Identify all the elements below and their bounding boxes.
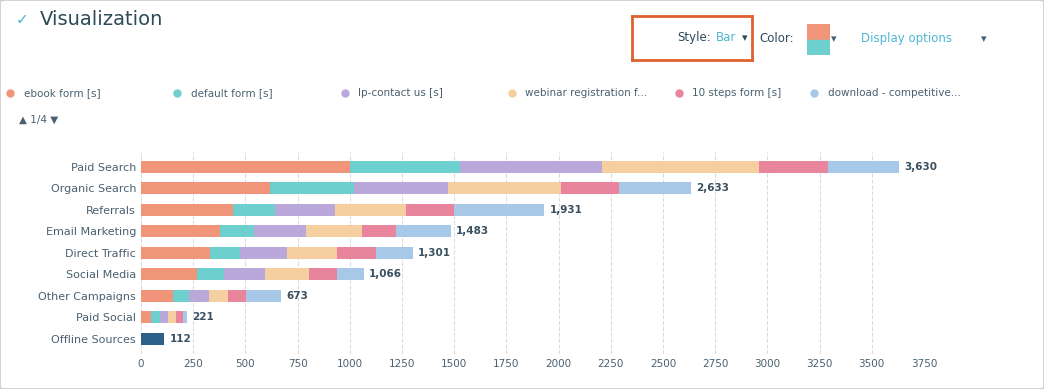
- Bar: [141, 161, 350, 173]
- Bar: [335, 204, 406, 216]
- Text: ▾: ▾: [742, 33, 748, 43]
- Bar: [602, 161, 759, 173]
- Bar: [337, 247, 376, 259]
- Bar: [254, 226, 306, 237]
- Bar: [619, 182, 691, 194]
- Bar: [406, 204, 454, 216]
- Text: 673: 673: [287, 291, 309, 301]
- Bar: [209, 290, 228, 302]
- Bar: [160, 312, 168, 323]
- Bar: [141, 312, 151, 323]
- Bar: [306, 226, 362, 237]
- Bar: [362, 226, 396, 237]
- Bar: [141, 226, 220, 237]
- Text: ▲ 1/4 ▼: ▲ 1/4 ▼: [19, 115, 58, 125]
- Bar: [807, 40, 830, 55]
- Bar: [141, 268, 197, 280]
- Text: 112: 112: [169, 334, 191, 344]
- Text: 3,630: 3,630: [904, 162, 938, 172]
- Bar: [141, 182, 270, 194]
- Bar: [350, 161, 460, 173]
- Bar: [275, 204, 335, 216]
- Text: 1,066: 1,066: [369, 269, 402, 279]
- Text: 2,633: 2,633: [696, 183, 729, 193]
- Text: ✓: ✓: [16, 12, 28, 27]
- Bar: [183, 312, 187, 323]
- Bar: [460, 161, 602, 173]
- Bar: [141, 204, 233, 216]
- Bar: [176, 312, 183, 323]
- Bar: [141, 247, 210, 259]
- Bar: [807, 24, 830, 40]
- Bar: [287, 247, 337, 259]
- Text: default form [s]: default form [s]: [191, 88, 272, 98]
- Bar: [228, 290, 246, 302]
- Text: 1,301: 1,301: [418, 248, 451, 258]
- Text: ebook form [s]: ebook form [s]: [24, 88, 100, 98]
- Bar: [240, 247, 287, 259]
- Bar: [309, 268, 337, 280]
- Text: 1,931: 1,931: [549, 205, 583, 215]
- Text: ▾: ▾: [831, 34, 836, 44]
- Bar: [454, 204, 544, 216]
- Bar: [376, 247, 412, 259]
- Text: webinar registration f...: webinar registration f...: [525, 88, 647, 98]
- Bar: [141, 290, 173, 302]
- Bar: [448, 182, 561, 194]
- Bar: [197, 268, 224, 280]
- Bar: [151, 312, 160, 323]
- Text: Visualization: Visualization: [40, 10, 163, 29]
- Bar: [246, 290, 282, 302]
- Bar: [210, 247, 240, 259]
- Text: ▾: ▾: [981, 34, 987, 44]
- Bar: [189, 290, 209, 302]
- Text: Bar: Bar: [715, 32, 736, 44]
- Bar: [233, 204, 275, 216]
- Text: 1,483: 1,483: [456, 226, 489, 237]
- Bar: [354, 182, 448, 194]
- Text: lp-contact us [s]: lp-contact us [s]: [358, 88, 443, 98]
- Text: Color:: Color:: [759, 32, 793, 46]
- Text: 10 steps form [s]: 10 steps form [s]: [692, 88, 781, 98]
- Text: Display options: Display options: [861, 32, 952, 46]
- Bar: [270, 182, 354, 194]
- Bar: [173, 290, 189, 302]
- Bar: [141, 333, 164, 345]
- Bar: [828, 161, 899, 173]
- Text: Style:: Style:: [678, 32, 711, 44]
- Bar: [220, 226, 254, 237]
- Bar: [396, 226, 451, 237]
- Bar: [265, 268, 309, 280]
- Bar: [224, 268, 265, 280]
- Bar: [759, 161, 828, 173]
- Bar: [337, 268, 363, 280]
- Text: 221: 221: [192, 312, 214, 322]
- Bar: [561, 182, 619, 194]
- Bar: [168, 312, 176, 323]
- Text: download - competitive...: download - competitive...: [828, 88, 960, 98]
